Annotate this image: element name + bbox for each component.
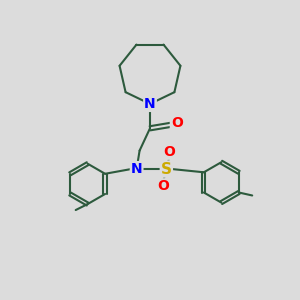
- Text: O: O: [164, 145, 175, 159]
- Text: N: N: [131, 162, 142, 176]
- Text: S: S: [161, 161, 172, 176]
- Text: N: N: [144, 97, 156, 111]
- Text: O: O: [158, 179, 169, 193]
- Text: O: O: [171, 116, 183, 130]
